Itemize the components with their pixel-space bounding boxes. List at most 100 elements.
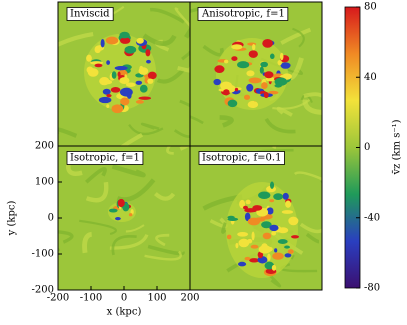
structure	[103, 79, 113, 85]
structure	[147, 78, 154, 84]
structure	[138, 96, 152, 100]
flow-streak	[153, 192, 176, 201]
structure	[264, 261, 275, 270]
structure	[258, 191, 271, 199]
structure	[251, 231, 255, 241]
colorbar-tick-label: 80	[364, 2, 377, 13]
structure	[291, 235, 299, 239]
structure	[287, 249, 294, 254]
structure	[213, 78, 221, 86]
flow-streak	[299, 222, 322, 234]
structure	[235, 242, 239, 249]
structure	[124, 74, 128, 83]
structure	[247, 100, 259, 108]
structure	[284, 245, 290, 249]
structure	[280, 62, 291, 69]
x-tick-label: -100	[80, 293, 102, 304]
structure	[269, 224, 279, 232]
structure	[250, 244, 259, 249]
structure	[273, 193, 284, 201]
structure	[268, 90, 279, 95]
flow-streak	[120, 133, 144, 146]
flow-streak	[58, 127, 78, 138]
structure	[277, 60, 282, 66]
structure	[106, 93, 112, 98]
structure	[282, 192, 289, 200]
structure	[266, 207, 274, 215]
flow-streak	[111, 164, 146, 178]
structure	[271, 231, 277, 236]
flow-streak	[128, 123, 164, 135]
flow-streak	[280, 27, 312, 45]
structure	[117, 198, 125, 208]
structure	[279, 52, 284, 61]
structure	[128, 213, 133, 217]
structure	[252, 205, 263, 211]
flow-streak	[125, 224, 145, 233]
structure	[265, 77, 276, 82]
structure	[111, 104, 124, 114]
structure	[238, 238, 250, 248]
structure	[231, 56, 238, 61]
flow-streak	[155, 233, 170, 247]
structure	[86, 54, 92, 62]
structure	[248, 77, 262, 84]
flow-streak	[190, 115, 204, 125]
structure	[277, 239, 288, 245]
structure	[135, 80, 143, 85]
structure	[110, 87, 121, 93]
panel	[58, 146, 190, 290]
structure	[285, 200, 292, 208]
structure	[86, 66, 94, 74]
flow-streak	[166, 146, 174, 155]
structure	[262, 39, 273, 48]
structure	[124, 45, 137, 54]
y-tick-label: 0	[48, 213, 54, 224]
structure	[246, 70, 255, 77]
panel	[190, 146, 322, 290]
structure	[269, 53, 275, 60]
structure	[146, 59, 151, 64]
flow-streak	[79, 219, 117, 236]
flow-streak	[272, 146, 277, 149]
flow-streak	[156, 68, 185, 84]
flow-streak	[142, 33, 177, 46]
flow-streak	[303, 92, 322, 114]
structure	[139, 84, 148, 93]
flow-streak	[58, 32, 94, 47]
structure	[264, 71, 274, 79]
structure	[136, 37, 144, 44]
structure	[267, 253, 271, 261]
structure	[139, 65, 144, 71]
flow-streak	[109, 233, 149, 250]
flow-streak	[272, 98, 311, 110]
structure	[239, 199, 246, 209]
structure	[231, 44, 243, 50]
flow-streak	[111, 234, 137, 256]
y-tick-label: -100	[32, 249, 54, 260]
colorbar-tick-label: -40	[364, 212, 380, 223]
structure	[114, 65, 128, 71]
structure	[262, 232, 272, 240]
panel-title: Isotropic, f=1	[70, 153, 140, 164]
structure	[288, 216, 299, 226]
structure	[224, 59, 229, 64]
panel-title: Isotropic, f=0.1	[202, 153, 281, 164]
structure	[246, 83, 254, 92]
flow-streak	[85, 181, 109, 203]
structure	[243, 205, 248, 210]
structure	[115, 217, 121, 221]
flow-streak	[147, 244, 185, 256]
colorbar-tick-label: -80	[364, 283, 380, 294]
structure	[237, 261, 247, 267]
structure	[108, 208, 118, 213]
structure	[281, 210, 294, 214]
structure	[223, 89, 230, 96]
structure	[120, 97, 130, 106]
flow-streak	[58, 230, 74, 244]
structure	[245, 199, 251, 205]
panel	[58, 2, 190, 146]
flow-streak	[219, 115, 234, 128]
colorbar-label: v̄z (km s⁻¹)	[392, 119, 403, 175]
